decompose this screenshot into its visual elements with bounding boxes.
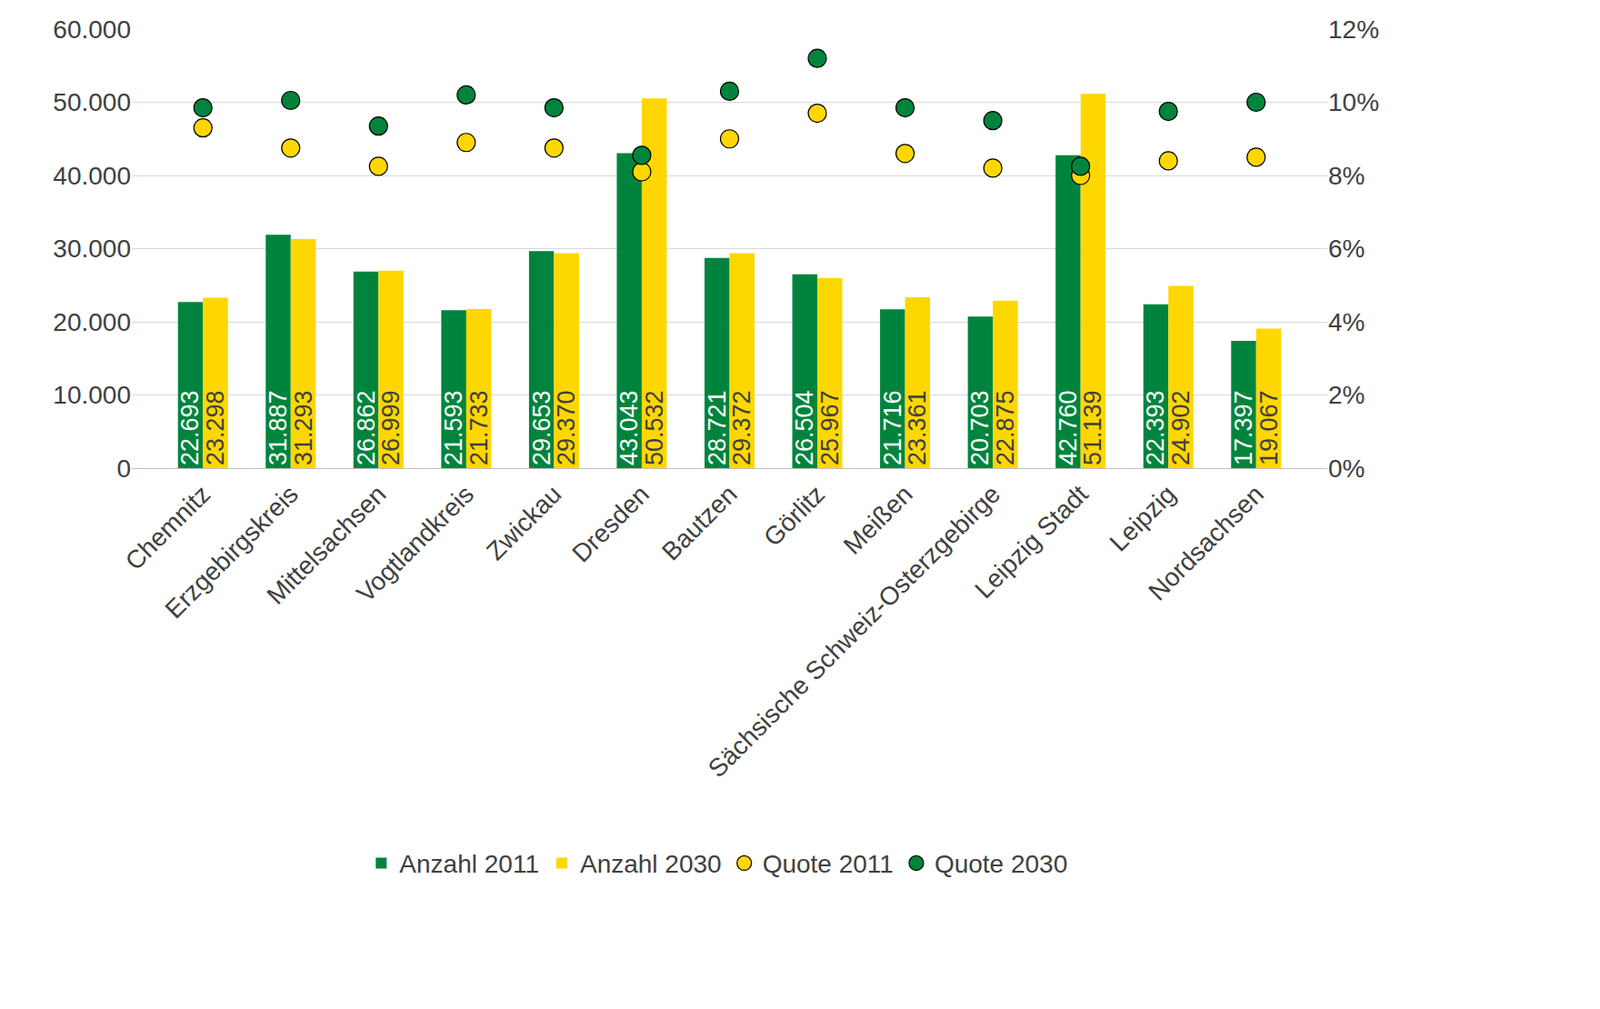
svg-text:Dresden: Dresden: [566, 480, 655, 569]
svg-text:Anzahl 2030: Anzahl 2030: [580, 850, 722, 879]
svg-text:8%: 8%: [1328, 161, 1365, 190]
svg-text:20.000: 20.000: [52, 308, 131, 337]
svg-text:22.693: 22.693: [176, 390, 204, 466]
svg-text:21.716: 21.716: [879, 390, 907, 466]
svg-text:0: 0: [116, 454, 131, 483]
svg-text:31.887: 31.887: [264, 390, 292, 466]
svg-text:22.393: 22.393: [1141, 390, 1170, 466]
svg-text:30.000: 30.000: [52, 234, 131, 263]
svg-text:Mittelsachsen: Mittelsachsen: [261, 480, 392, 610]
svg-text:Leipzig: Leipzig: [1104, 480, 1182, 558]
svg-text:23.361: 23.361: [903, 390, 931, 466]
svg-text:4%: 4%: [1328, 308, 1365, 337]
svg-text:51.139: 51.139: [1079, 390, 1107, 466]
svg-text:26.504: 26.504: [790, 390, 819, 466]
svg-text:0%: 0%: [1328, 454, 1365, 483]
svg-text:21.593: 21.593: [440, 390, 468, 466]
svg-text:29.653: 29.653: [528, 390, 556, 466]
svg-text:Quote 2011: Quote 2011: [762, 850, 894, 879]
svg-text:Sächsische Schweiz-Osterzgebir: Sächsische Schweiz-Osterzgebirge: [702, 480, 1006, 783]
svg-text:Nordsachsen: Nordsachsen: [1142, 480, 1270, 607]
svg-text:43.043: 43.043: [615, 390, 643, 466]
svg-text:50.532: 50.532: [640, 390, 669, 466]
svg-text:17.397: 17.397: [1230, 390, 1258, 466]
svg-text:12%: 12%: [1328, 15, 1380, 44]
svg-text:28.721: 28.721: [703, 390, 731, 466]
svg-text:26.862: 26.862: [352, 390, 380, 466]
svg-text:40.000: 40.000: [52, 161, 131, 190]
svg-text:Görlitz: Görlitz: [758, 480, 830, 552]
svg-text:6%: 6%: [1328, 234, 1365, 263]
svg-text:Anzahl 2011: Anzahl 2011: [399, 850, 540, 879]
svg-text:26.999: 26.999: [377, 390, 405, 466]
svg-text:Zwickau: Zwickau: [480, 480, 568, 567]
svg-text:20.703: 20.703: [966, 390, 994, 466]
svg-text:60.000: 60.000: [52, 15, 131, 44]
svg-text:10.000: 10.000: [52, 380, 131, 410]
svg-text:19.067: 19.067: [1255, 390, 1283, 466]
svg-text:29.370: 29.370: [552, 390, 580, 466]
svg-text:23.298: 23.298: [201, 390, 230, 466]
svg-text:42.760: 42.760: [1054, 390, 1082, 466]
svg-text:21.733: 21.733: [465, 390, 493, 466]
svg-text:Quote 2030: Quote 2030: [934, 850, 1068, 879]
svg-text:25.967: 25.967: [816, 390, 844, 466]
svg-text:Bautzen: Bautzen: [656, 480, 743, 567]
svg-text:22.875: 22.875: [991, 390, 1020, 466]
svg-text:Chemnitz: Chemnitz: [120, 480, 217, 577]
svg-text:Leipzig Stadt: Leipzig Stadt: [969, 480, 1094, 605]
svg-text:Meißen: Meißen: [838, 480, 919, 560]
svg-text:Vogtlandkreis: Vogtlandkreis: [350, 480, 480, 609]
svg-text:Erzgebirgskreis: Erzgebirgskreis: [160, 480, 304, 624]
svg-text:10%: 10%: [1328, 88, 1380, 117]
svg-text:29.372: 29.372: [728, 390, 756, 466]
svg-text:31.293: 31.293: [290, 390, 318, 466]
svg-text:50.000: 50.000: [52, 88, 131, 117]
svg-text:2%: 2%: [1328, 380, 1365, 410]
svg-text:24.902: 24.902: [1167, 390, 1195, 466]
